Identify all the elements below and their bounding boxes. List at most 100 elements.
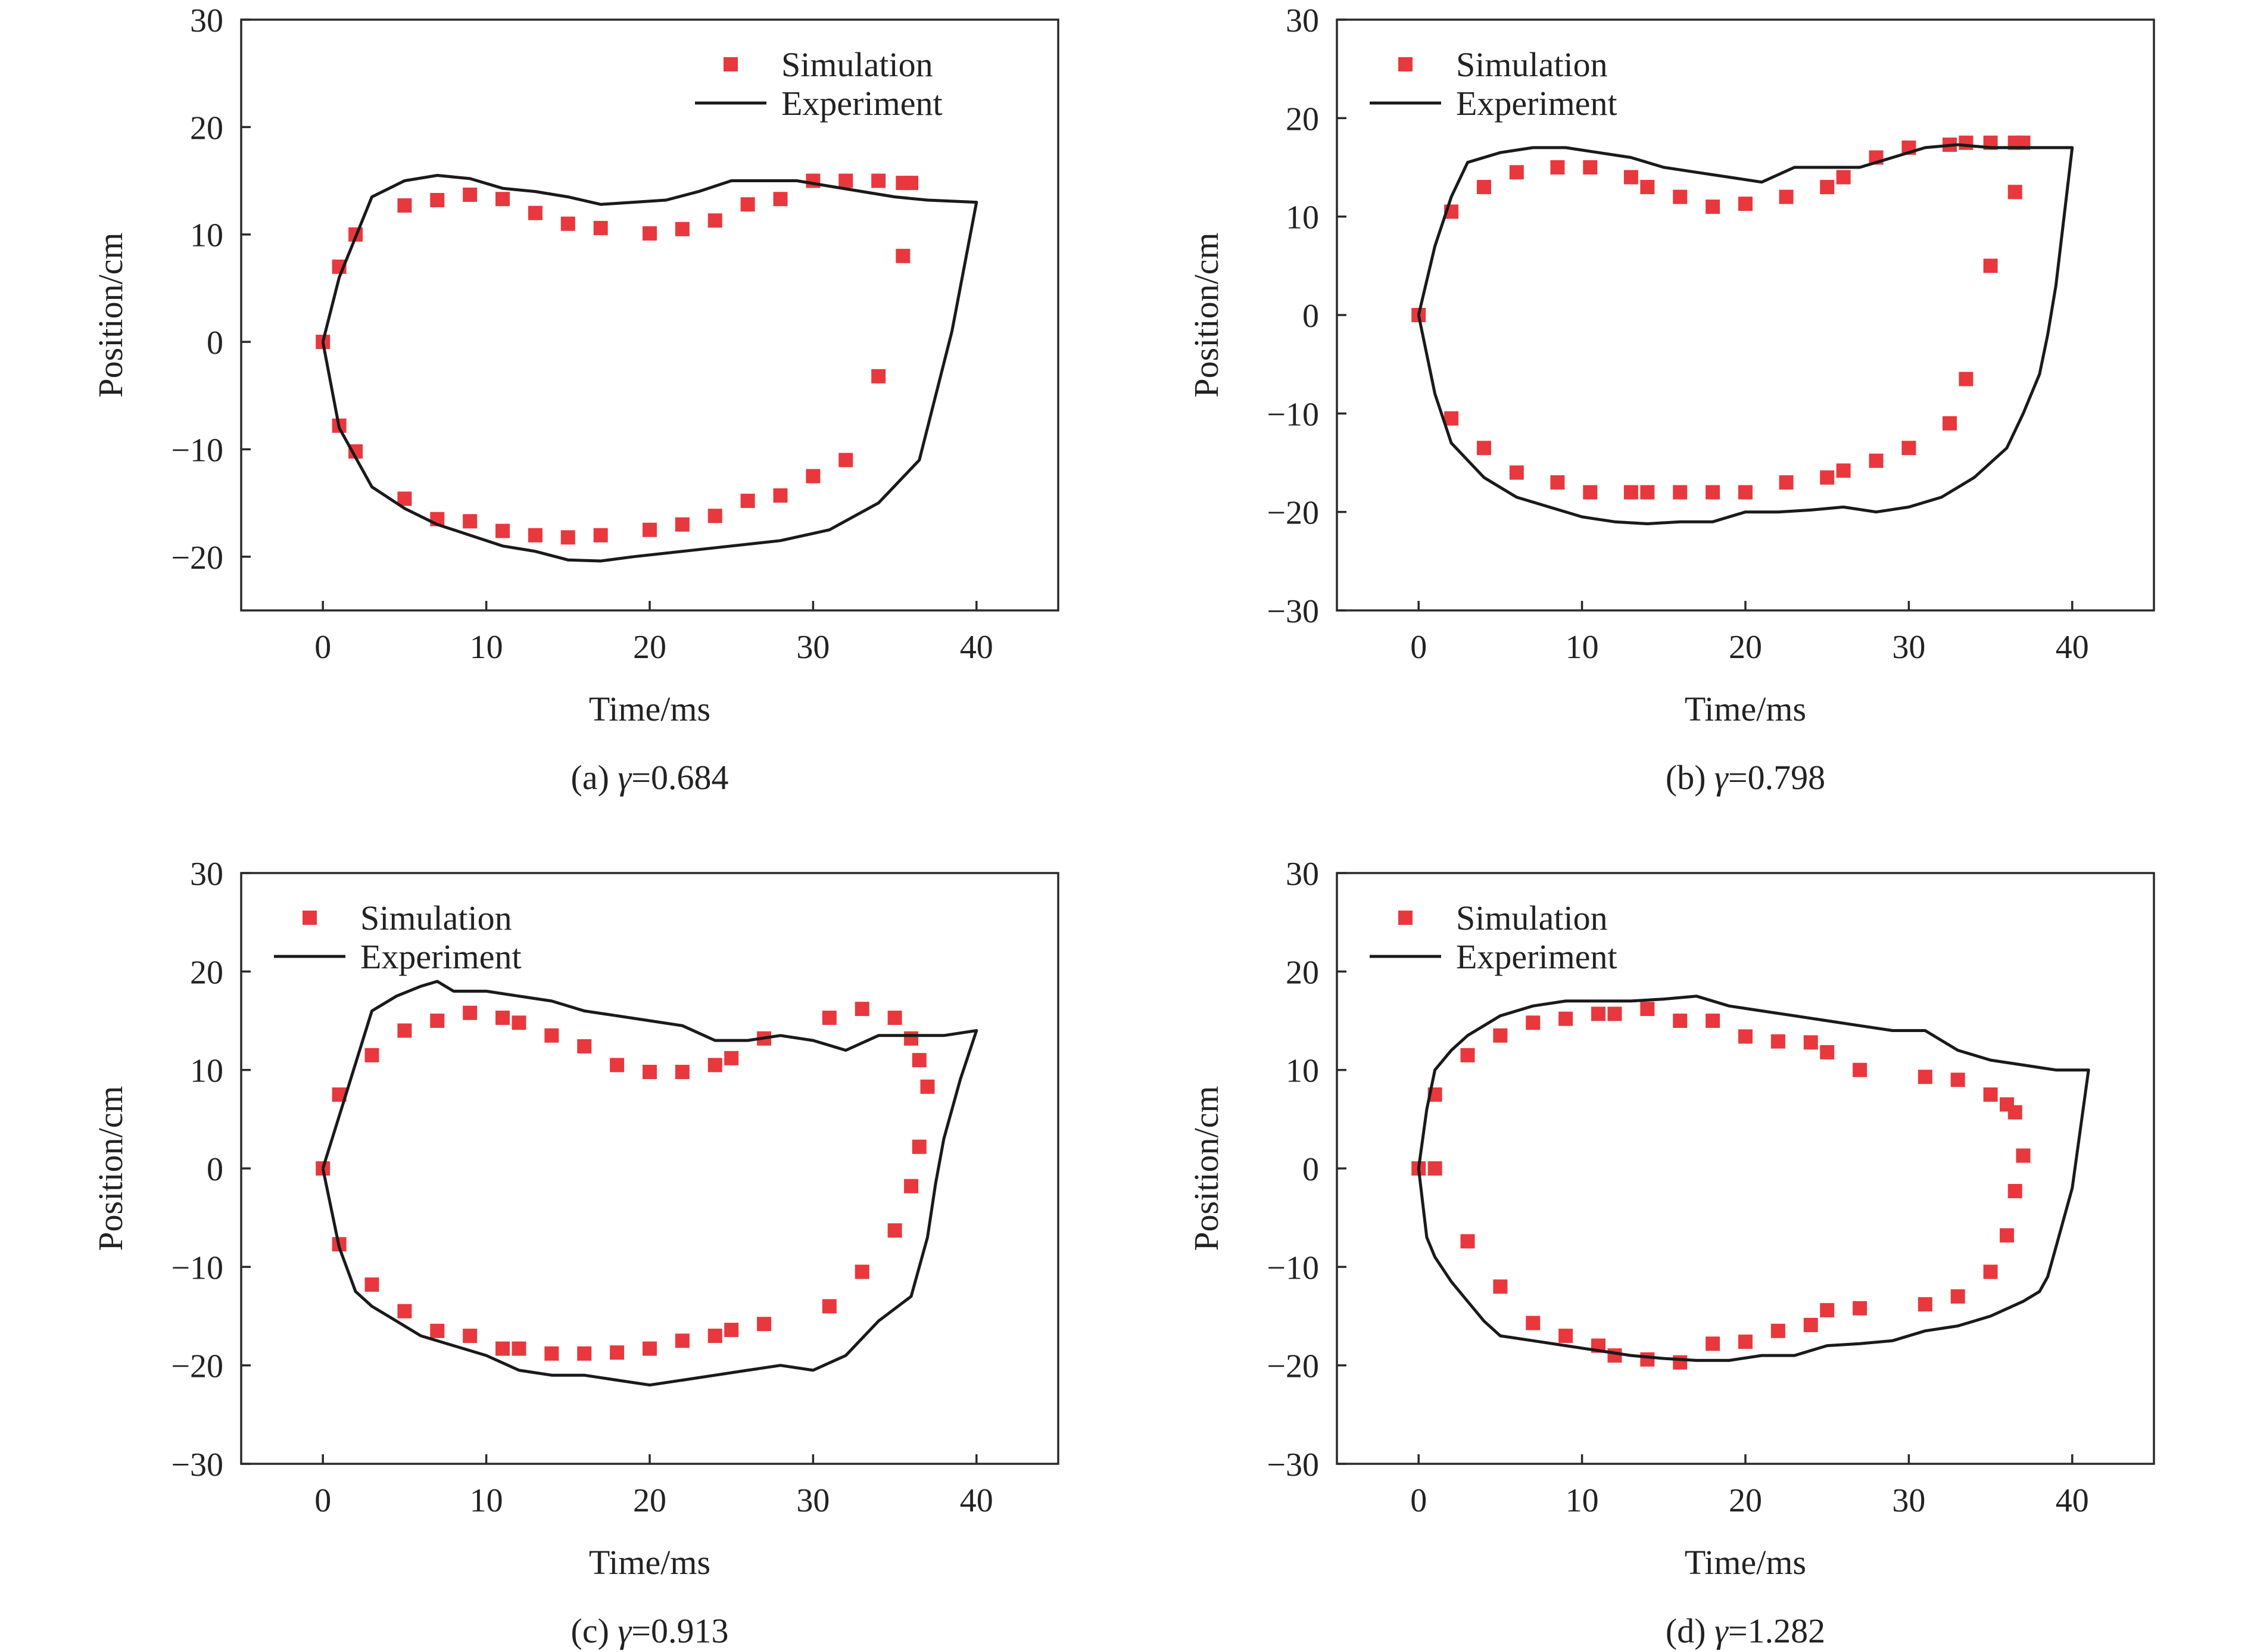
y-tick-label: −30 (1267, 593, 1319, 630)
simulation-point (1918, 1297, 1932, 1312)
simulation-point (430, 1014, 445, 1028)
panel-caption: (c) γ=0.913 (571, 1612, 729, 1650)
x-axis-label: Time/ms (1685, 1543, 1806, 1582)
experiment-line (1417, 143, 2074, 525)
simulation-point (1591, 1006, 1606, 1021)
simulation-point (1673, 1014, 1688, 1028)
simulation-points (316, 173, 919, 545)
x-tick-label: 20 (1729, 1482, 1762, 1519)
simulation-point (822, 1299, 837, 1314)
simulation-point (463, 1005, 478, 1020)
y-tick-label: 0 (1302, 298, 1319, 335)
simulation-point (740, 197, 755, 212)
legend-simulation-marker (303, 911, 317, 925)
y-axis-label: Position/cm (91, 232, 130, 397)
simulation-point (1640, 1002, 1655, 1017)
simulation-point (1476, 180, 1491, 195)
caption-value: =1.282 (1728, 1612, 1825, 1650)
simulation-point (610, 1345, 625, 1360)
simulation-point (544, 1346, 559, 1361)
experiment-line (321, 174, 978, 563)
panel-caption: (a) γ=0.684 (571, 758, 729, 797)
y-tick-label: −20 (171, 540, 223, 576)
simulation-point (838, 173, 853, 188)
simulation-point (430, 193, 445, 208)
simulation-point (1983, 258, 1998, 273)
simulation-point (495, 523, 510, 538)
x-tick-label: 0 (1410, 629, 1427, 666)
simulation-point (1640, 180, 1655, 195)
simulation-point (855, 1002, 869, 1017)
simulation-point (2007, 1105, 2022, 1120)
simulation-point (871, 173, 886, 188)
y-tick-label: −10 (1267, 396, 1319, 433)
simulation-point (1943, 416, 1957, 431)
simulation-point (1950, 1073, 1965, 1087)
simulation-point (773, 488, 788, 503)
simulation-point (463, 514, 478, 529)
y-axis-label: Position/cm (91, 1086, 130, 1251)
x-tick-label: 0 (314, 1482, 331, 1519)
caption-prefix: (b) (1666, 758, 1714, 797)
legend-simulation-marker (1398, 911, 1413, 925)
simulation-point (675, 1064, 690, 1079)
y-axis-label: Position/cm (1187, 232, 1226, 397)
simulation-point (1706, 1014, 1720, 1028)
x-tick-label: 10 (470, 1482, 503, 1519)
simulation-point (855, 1264, 869, 1279)
simulation-point (920, 1079, 935, 1094)
simulation-point (912, 1139, 927, 1154)
simulation-point (495, 192, 510, 207)
simulation-point (593, 220, 608, 235)
simulation-point (707, 509, 722, 523)
y-tick-label: 30 (190, 2, 223, 39)
y-tick-label: 10 (1286, 1053, 1319, 1090)
simulation-point (887, 1223, 902, 1238)
simulation-point (643, 1064, 657, 1079)
chart-panel-2: 0 10 20 30 40 −30 −20 −10 0 10 20 30 Time/ms Position… (1187, 2, 2155, 797)
simulation-point (1820, 180, 1835, 195)
y-tick-label: 20 (1286, 954, 1319, 991)
simulation-point (1427, 1161, 1442, 1176)
simulation-point (1820, 470, 1835, 485)
simulation-point (1673, 485, 1688, 500)
simulation-point (1706, 1336, 1720, 1351)
simulation-point (1770, 1034, 1785, 1049)
simulation-point (463, 187, 478, 202)
x-axis-label: Time/ms (589, 1543, 710, 1582)
simulation-point (707, 213, 722, 228)
simulation-point (896, 248, 911, 263)
x-tick-label: 10 (1566, 629, 1599, 666)
simulation-point (1779, 189, 1794, 204)
simulation-point (397, 198, 412, 213)
simulation-point (528, 205, 543, 220)
simulation-point (1950, 1289, 1965, 1304)
simulation-point (724, 1323, 739, 1338)
simulation-point (1583, 160, 1598, 174)
y-tick-label: −20 (1267, 495, 1319, 532)
simulation-points (1411, 135, 2031, 500)
panel-caption: (d) γ=1.282 (1666, 1612, 1825, 1650)
x-tick-label: 10 (1566, 1482, 1599, 1519)
simulation-point (560, 530, 575, 545)
legend-simulation-marker (1398, 57, 1413, 71)
simulation-point (675, 517, 690, 532)
y-tick-label: 20 (190, 110, 223, 147)
simulation-point (1706, 200, 1720, 214)
simulation-point (1853, 1062, 1867, 1077)
simulation-point (1673, 1355, 1688, 1370)
simulation-point (463, 1329, 478, 1344)
caption-symbol: γ (1714, 1612, 1729, 1650)
simulation-point (1607, 1348, 1622, 1363)
caption-symbol: γ (618, 758, 632, 797)
chart-panel-1: 0 10 20 30 40 −20 −10 0 10 20 30 Time/ms Position/cm… (91, 2, 1059, 797)
simulation-point (593, 528, 608, 543)
simulation-point (1623, 170, 1638, 185)
simulation-point (2000, 1228, 2015, 1243)
chart-panel-4: 0 10 20 30 40 −30 −20 −10 0 10 20 30 Time/ms Position… (1187, 856, 2155, 1650)
simulation-point (1803, 1317, 1818, 1332)
simulation-point (1706, 485, 1720, 500)
chart-panel-3: 0 10 20 30 40 −30 −20 −10 0 10 20 30 Time/ms Position… (91, 856, 1059, 1650)
